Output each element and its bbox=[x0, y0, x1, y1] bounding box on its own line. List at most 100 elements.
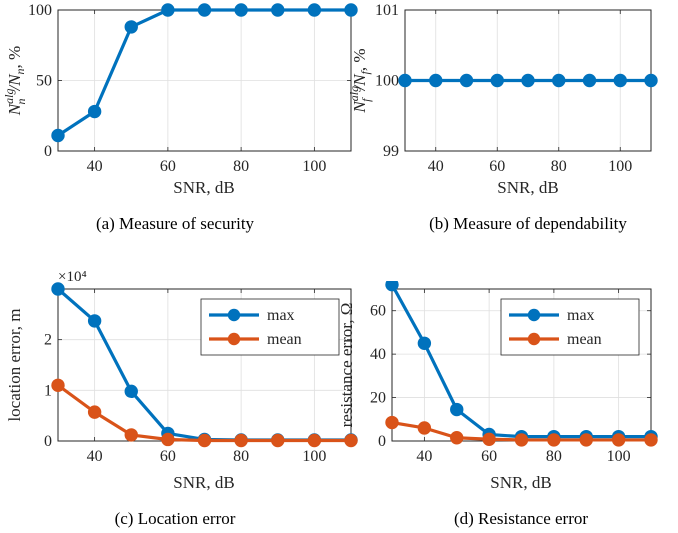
series-group bbox=[385, 281, 658, 447]
series-line-data bbox=[57, 8, 351, 137]
y-tick-label: 2 bbox=[44, 332, 52, 349]
y-tick-label: 50 bbox=[36, 73, 52, 90]
data-point bbox=[197, 3, 212, 17]
x-tick-label: 80 bbox=[233, 158, 249, 175]
y-tick-label: 40 bbox=[370, 346, 386, 363]
x-tick-label: 80 bbox=[546, 448, 562, 465]
legend-label: max bbox=[267, 307, 295, 324]
data-point bbox=[307, 3, 322, 17]
y-tick-label: 0 bbox=[44, 143, 52, 160]
data-point bbox=[51, 282, 65, 296]
legend-marker bbox=[227, 308, 241, 322]
data-point bbox=[644, 73, 658, 88]
y-axis-label: Nalgf/Nf, % bbox=[347, 48, 373, 113]
legend: max mean bbox=[500, 298, 640, 356]
y-tick-label: 0 bbox=[44, 433, 52, 450]
data-point bbox=[611, 433, 626, 447]
data-point bbox=[234, 433, 248, 448]
x-tick-label: 40 bbox=[428, 158, 444, 175]
x-tick-label: 100 bbox=[608, 158, 632, 175]
panel-caption: (b) Measure of dependability bbox=[429, 214, 627, 233]
chart-panel-a: 40 60 80 100 0 50 100 SNR, dB Nalgn/Nn, % (a) Mea… bbox=[2, 2, 358, 233]
data-point bbox=[514, 433, 529, 447]
series-group bbox=[51, 3, 358, 143]
y-tick-label: 20 bbox=[370, 390, 386, 407]
y-tick-label: 100 bbox=[375, 73, 399, 90]
data-point bbox=[124, 384, 138, 399]
data-point bbox=[398, 73, 412, 88]
legend-marker bbox=[227, 332, 241, 346]
data-point bbox=[417, 421, 432, 435]
y-exponent-label: ×10⁴ bbox=[58, 269, 87, 285]
data-point bbox=[161, 432, 175, 447]
data-point bbox=[429, 73, 443, 88]
data-point bbox=[124, 428, 138, 442]
panel-caption: (c) Location error bbox=[115, 509, 236, 528]
data-point bbox=[161, 3, 175, 17]
data-point bbox=[197, 433, 212, 448]
series-line-mean bbox=[57, 383, 351, 443]
data-point bbox=[234, 3, 248, 17]
data-point bbox=[490, 73, 504, 88]
panel-caption: (a) Measure of security bbox=[96, 214, 255, 233]
y-tick-label: 100 bbox=[28, 2, 52, 19]
x-tick-label: 100 bbox=[607, 448, 631, 465]
data-point bbox=[450, 402, 464, 417]
x-axis-label: SNR, dB bbox=[490, 473, 551, 492]
chart-panel-c: 40 60 80 100 0 1 2 ×10⁴ SNR, dB location error, m… bbox=[5, 269, 358, 528]
x-tick-label: 60 bbox=[160, 448, 176, 465]
data-point bbox=[51, 378, 65, 392]
y-axis-label: location error, m bbox=[5, 308, 24, 421]
series-group bbox=[398, 73, 658, 88]
data-point bbox=[87, 405, 102, 419]
data-point bbox=[450, 431, 464, 445]
x-tick-label: 40 bbox=[416, 448, 432, 465]
legend-label: mean bbox=[567, 331, 602, 348]
y-tick-label: 99 bbox=[383, 143, 399, 160]
data-point bbox=[417, 336, 432, 350]
series-group bbox=[51, 282, 358, 448]
data-point bbox=[271, 433, 285, 448]
data-point bbox=[344, 433, 358, 448]
x-axis-label: SNR, dB bbox=[497, 178, 558, 197]
data-point bbox=[552, 73, 566, 88]
legend-label: max bbox=[567, 307, 595, 324]
y-tick-label: 1 bbox=[44, 382, 52, 399]
data-point bbox=[582, 73, 597, 88]
y-tick-label: 0 bbox=[378, 433, 386, 450]
legend: max mean bbox=[200, 298, 340, 356]
x-tick-label: 80 bbox=[233, 448, 249, 465]
data-point bbox=[385, 281, 399, 292]
data-point bbox=[644, 433, 658, 447]
y-axis-label: Nalgn/Nn, % bbox=[2, 46, 28, 116]
data-point bbox=[521, 73, 535, 88]
data-point bbox=[547, 433, 561, 447]
data-point bbox=[579, 433, 593, 447]
x-tick-label: 40 bbox=[87, 158, 103, 175]
legend-marker bbox=[527, 308, 541, 322]
data-point bbox=[385, 415, 399, 430]
chart-panel-b: 40 60 80 100 99 100 101 SNR, dB Nalgf/Nf, % (b) M… bbox=[347, 2, 658, 233]
data-point bbox=[271, 3, 285, 17]
x-tick-label: 80 bbox=[551, 158, 567, 175]
y-tick-label: 60 bbox=[370, 303, 386, 320]
y-axis-label: resistance error, Ω bbox=[337, 303, 356, 428]
x-tick-label: 60 bbox=[160, 158, 176, 175]
panel-caption: (d) Resistance error bbox=[454, 509, 588, 528]
x-tick-label: 60 bbox=[481, 448, 497, 465]
x-axis-label: SNR, dB bbox=[173, 473, 234, 492]
x-tick-label: 100 bbox=[302, 158, 326, 175]
data-point bbox=[307, 433, 322, 448]
x-tick-label: 100 bbox=[302, 448, 326, 465]
data-point bbox=[459, 73, 474, 88]
data-point bbox=[344, 3, 358, 17]
data-point bbox=[51, 128, 65, 143]
grid bbox=[58, 9, 351, 152]
data-point bbox=[613, 73, 627, 88]
legend-marker bbox=[527, 332, 541, 346]
data-point bbox=[87, 104, 102, 119]
x-tick-label: 40 bbox=[87, 448, 103, 465]
data-point bbox=[124, 20, 138, 34]
legend-box bbox=[500, 298, 640, 356]
